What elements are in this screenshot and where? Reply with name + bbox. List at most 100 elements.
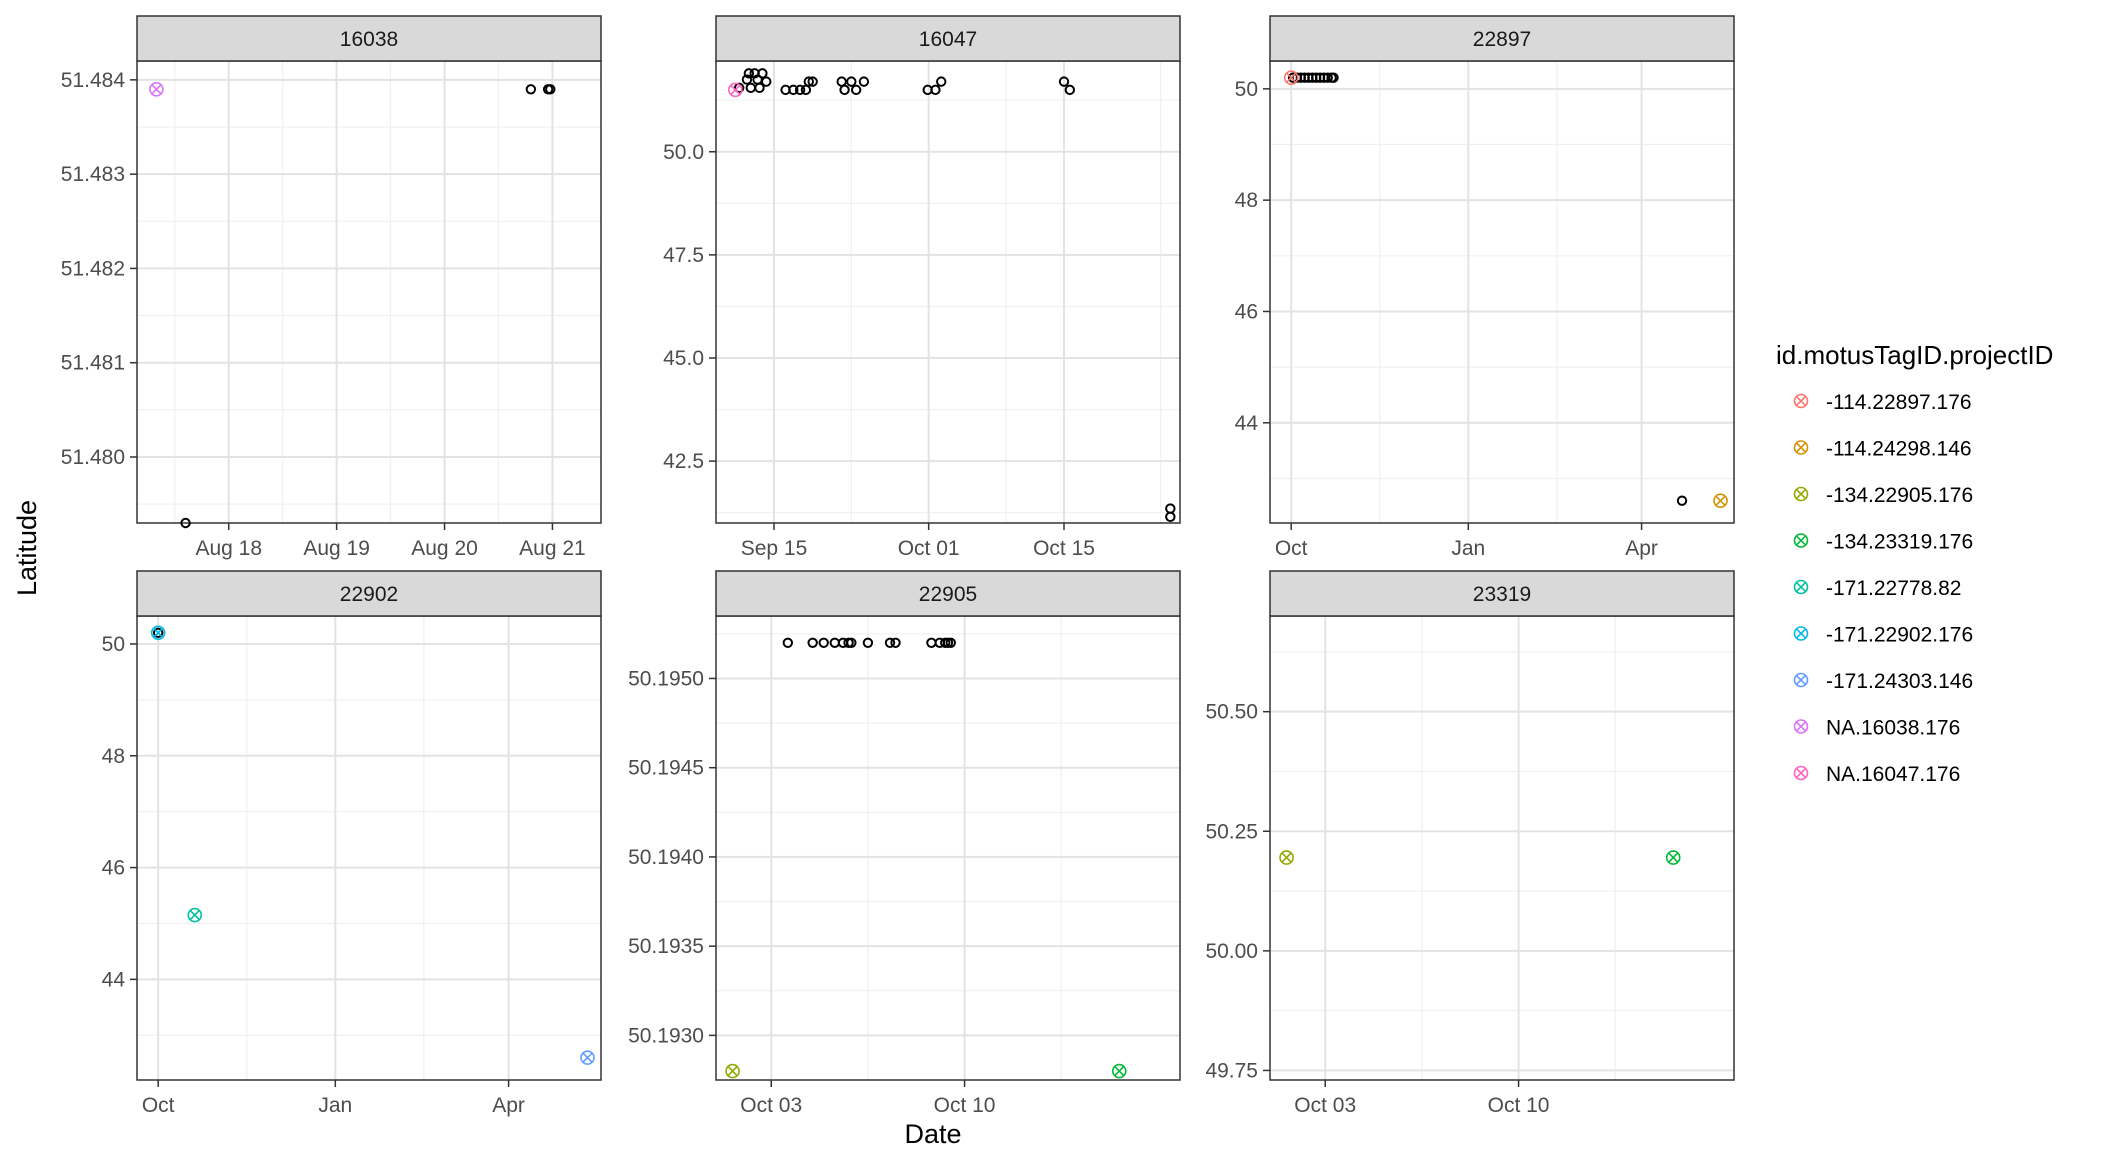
legend-key — [1793, 626, 1809, 641]
tag-cross-b — [189, 909, 200, 921]
legend-label: -134.22905.176 — [1826, 484, 1973, 507]
tag-cross-b — [1795, 488, 1807, 500]
y-tick-label: 50.50 — [1205, 701, 1258, 724]
tag-circle — [1793, 533, 1809, 548]
facet-panel-16038: Aug 18 Aug 19 Aug 20 Aug 21 51.480 51.481 51.4… — [61, 15, 602, 560]
tag-point — [580, 1050, 595, 1065]
tag-cross-b — [1795, 442, 1807, 453]
legend-label: -171.22778.82 — [1826, 577, 1961, 600]
y-tick-label: 51.483 — [61, 163, 125, 186]
facet-panel-16047: Sep 15 Oct 01 Oct 15 42.5 45.0 47.5 50.0 16047 — [663, 15, 1181, 560]
tag-circle — [1111, 1063, 1127, 1079]
tag-point — [1665, 850, 1681, 865]
facet-strip-label: 22902 — [340, 583, 398, 606]
detection-point — [846, 76, 857, 87]
detection-point — [936, 76, 947, 87]
tag-cross-b — [727, 1065, 738, 1077]
detection-point — [782, 637, 794, 648]
legend-label: -114.24298.146 — [1826, 438, 1972, 461]
y-tick-label: 46 — [1235, 300, 1258, 323]
y-tick-label: 50.0 — [663, 141, 704, 164]
detection-point — [761, 76, 772, 87]
detection-point — [846, 637, 857, 648]
y-tick-label: 44 — [102, 968, 126, 991]
y-tick-label: 47.5 — [663, 244, 704, 267]
panel-background — [716, 616, 1180, 1080]
tag-circle — [1793, 719, 1809, 734]
y-tick-label: 51.482 — [61, 257, 125, 280]
tag-cross-b — [1795, 674, 1807, 686]
tag-point — [187, 907, 203, 923]
y-tick-label: 51.484 — [61, 69, 126, 92]
detection-point — [807, 637, 818, 648]
x-tick-label: Aug 19 — [303, 537, 370, 560]
tag-circle — [1279, 850, 1294, 865]
x-tick-label: Oct 03 — [740, 1094, 802, 1117]
panel-background — [1270, 61, 1734, 523]
tag-cross-b — [151, 84, 162, 95]
tag-point — [725, 1063, 740, 1079]
detection-point — [839, 84, 850, 96]
x-tick-label: Oct 15 — [1033, 537, 1095, 560]
legend-label: NA.16038.176 — [1826, 717, 1960, 740]
facet-strip — [136, 570, 602, 617]
x-axis-title: Date — [904, 1119, 961, 1149]
detection-point — [152, 627, 164, 638]
tag-cross-b — [1795, 535, 1807, 546]
tag-cross-b — [1715, 495, 1726, 506]
tag-circle — [1793, 393, 1809, 409]
legend: id.motusTagID.projectID -114.22897.176 -11… — [1776, 340, 2053, 786]
y-tick-label: 42.5 — [663, 450, 704, 473]
tag-circle — [1283, 70, 1299, 85]
facet-strip-label: 23319 — [1473, 583, 1531, 606]
facet-strip — [1269, 15, 1735, 62]
x-tick-label: Oct 10 — [1488, 1094, 1550, 1117]
legend-key — [1793, 579, 1809, 595]
y-tick-label: 50.00 — [1205, 940, 1258, 963]
facet-strip — [1269, 570, 1735, 617]
legend-label: -171.24303.146 — [1826, 670, 1973, 693]
x-tick-label: Oct 01 — [898, 537, 960, 560]
y-tick-label: 51.481 — [61, 352, 125, 375]
y-tick-label: 48 — [102, 745, 125, 768]
y-tick-label: 51.480 — [61, 446, 125, 469]
tag-point — [1279, 850, 1294, 865]
legend-key — [1793, 672, 1809, 688]
legend-label: NA.16047.176 — [1826, 763, 1960, 786]
legend-title: id.motusTagID.projectID — [1776, 340, 2053, 370]
detection-point — [788, 84, 799, 96]
tag-circle — [1665, 850, 1681, 865]
y-tick-label: 48 — [1235, 189, 1258, 212]
tag-circle — [150, 625, 166, 641]
tag-cross-b — [1795, 628, 1807, 639]
tag-circle — [1793, 626, 1809, 641]
tag-cross-b — [1795, 767, 1807, 779]
tag-cross-b — [1795, 581, 1807, 593]
tag-circle — [1793, 765, 1809, 781]
detection-point — [1058, 76, 1070, 87]
tag-point — [1713, 493, 1728, 509]
detection-point — [794, 84, 806, 96]
detection-point — [754, 82, 765, 94]
detection-point — [1165, 511, 1176, 523]
y-tick-label: 45.0 — [663, 347, 704, 370]
facet-strip — [136, 15, 602, 62]
tag-cross-b — [1286, 72, 1297, 83]
y-tick-label: 50.25 — [1205, 820, 1258, 843]
tag-cross-b — [1795, 395, 1807, 407]
y-tick-label: 50.1945 — [628, 757, 704, 780]
facet-panel-22905: Oct 03 Oct 10 50.1930 50.1935 50.1940 50.1945… — [628, 570, 1181, 1117]
x-tick-label: Aug 20 — [411, 537, 478, 560]
legend-label: -134.23319.176 — [1826, 531, 1973, 554]
detection-point — [930, 84, 941, 96]
x-tick-label: Aug 21 — [519, 537, 586, 560]
detection-point — [1676, 495, 1688, 506]
tag-cross-b — [1114, 1065, 1125, 1077]
panel-background — [137, 616, 601, 1080]
tag-point — [1111, 1063, 1127, 1079]
tag-circle — [1793, 486, 1809, 502]
legend-key — [1793, 765, 1809, 781]
x-tick-label: Apr — [492, 1094, 525, 1117]
